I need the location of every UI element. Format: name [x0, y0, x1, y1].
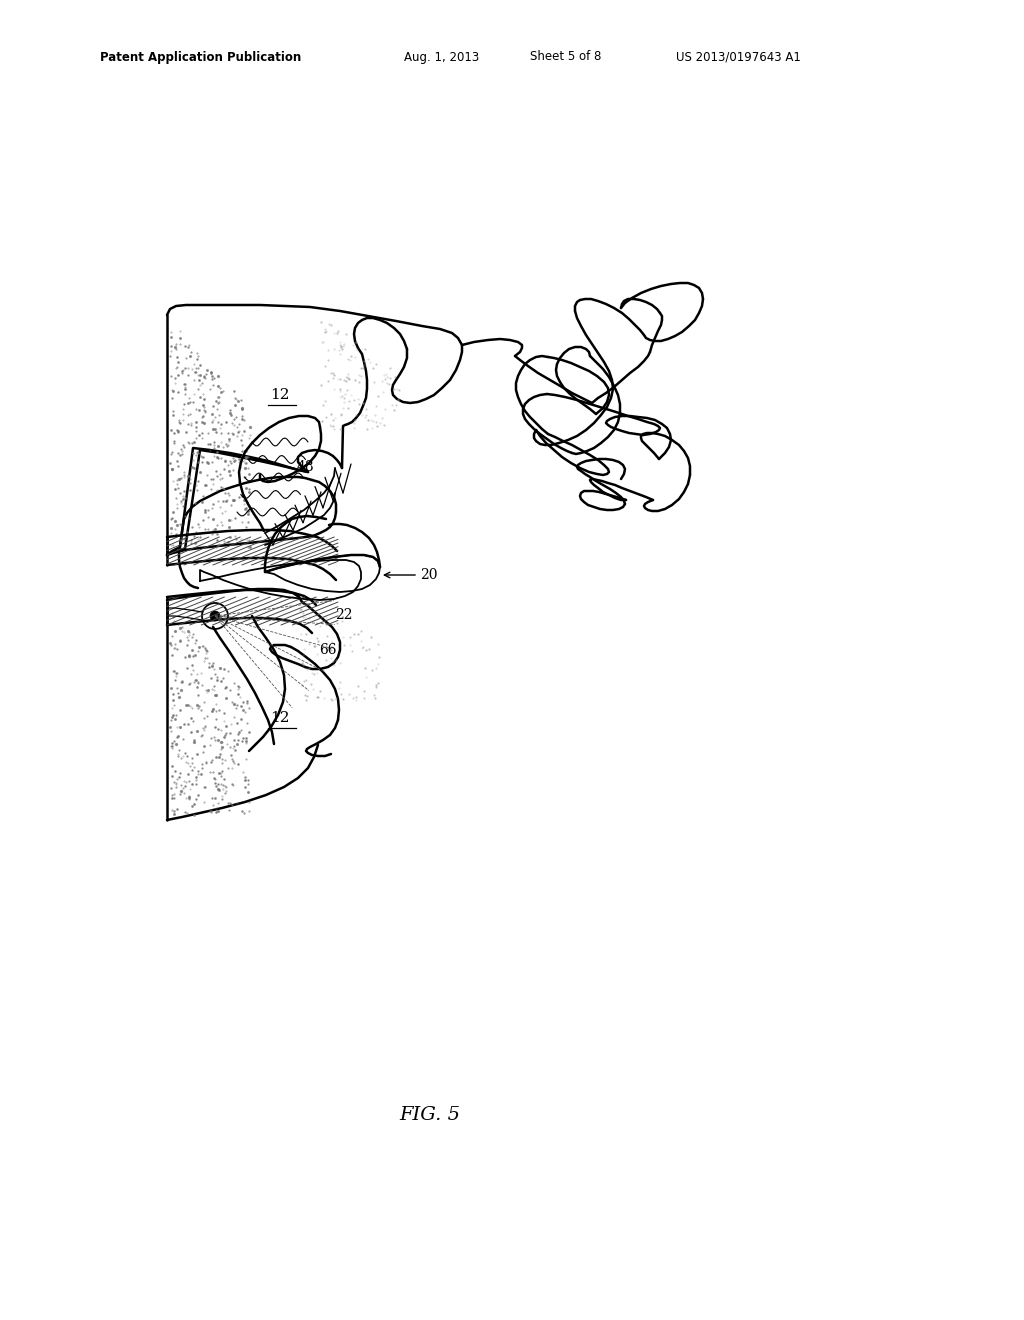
Text: 12: 12 — [270, 388, 290, 403]
Text: Sheet 5 of 8: Sheet 5 of 8 — [530, 50, 601, 63]
Text: 48: 48 — [297, 459, 314, 474]
Text: FIG. 5: FIG. 5 — [399, 1106, 461, 1125]
Text: 12: 12 — [270, 711, 290, 725]
Text: 20: 20 — [420, 568, 437, 582]
Circle shape — [210, 611, 220, 620]
Text: 66: 66 — [319, 643, 337, 657]
Text: Patent Application Publication: Patent Application Publication — [100, 50, 301, 63]
Text: US 2013/0197643 A1: US 2013/0197643 A1 — [676, 50, 801, 63]
Text: Aug. 1, 2013: Aug. 1, 2013 — [404, 50, 479, 63]
Text: 22: 22 — [335, 609, 352, 622]
